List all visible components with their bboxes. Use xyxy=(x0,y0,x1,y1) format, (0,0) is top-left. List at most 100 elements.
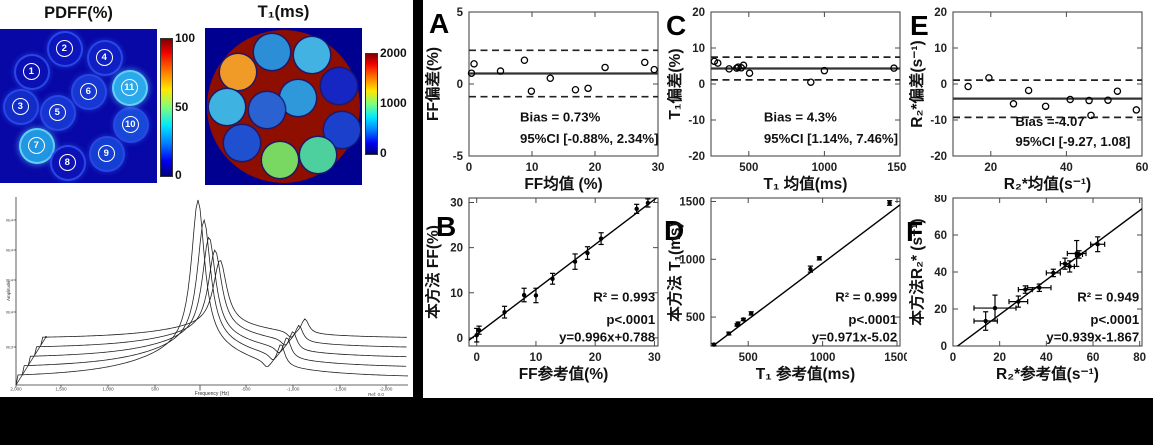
data-point xyxy=(745,69,754,77)
phantom-vial xyxy=(224,125,260,161)
phantom-and-spectra-panel: PDFF(%) T₁(ms) 1 2 3 4 5 6 7 8 9 10 11 2,000 1,500 1… xyxy=(0,0,413,397)
y-axis-label: 本方法R₂* (s⁻¹) xyxy=(909,218,926,325)
data-point xyxy=(645,200,651,206)
colorbar-tick-label: 100 xyxy=(175,31,196,45)
plot-box xyxy=(468,197,659,347)
t1-map-title: T₁(ms) xyxy=(257,3,310,21)
y-tick-label: 0 xyxy=(941,341,947,353)
spectra-x-tick-label: 500 xyxy=(151,387,159,392)
pdff-map-title: PDFF(%) xyxy=(44,4,113,22)
vial-number-label: 1 xyxy=(22,62,41,81)
data-point xyxy=(890,64,898,72)
x-tick-label: 20 xyxy=(984,162,997,174)
x-tick-label: 10 xyxy=(530,352,543,364)
panel-letter-c: C xyxy=(666,10,687,41)
data-point xyxy=(807,78,815,86)
data-point xyxy=(1095,242,1100,247)
y-axis-label: R₂*偏差(s⁻¹) xyxy=(909,40,926,127)
data-point xyxy=(1132,106,1141,114)
colorbar-tick-label: 1000 xyxy=(380,96,407,110)
regression-t1-chart: 500 1000 1500 500 1000 1500 T₁ 参考值(ms) 本方法 T₁(m… xyxy=(667,196,907,383)
pdff-colorbar xyxy=(160,38,173,177)
x-tick-label: 80 xyxy=(1133,352,1146,364)
x-tick-label: 0 xyxy=(473,352,479,364)
stats-annotation: p<.0001 xyxy=(848,312,897,327)
x-axis-label: FF均值 (%) xyxy=(524,174,602,193)
vial-number-label: 7 xyxy=(27,136,46,155)
data-point xyxy=(584,84,592,93)
panel-letter-f: F xyxy=(906,216,924,247)
spectra-x-axis-label: Frequency (Hz) xyxy=(195,391,230,397)
vial-number-label: 6 xyxy=(79,82,98,101)
regression-ff-chart: 0 10 20 30 0 10 20 30 FF参考值(%) 本方法 FF(%) R² = 0.99… xyxy=(425,197,661,383)
data-point xyxy=(964,82,972,91)
y-tick-label: 10 xyxy=(692,43,705,55)
x-tick-label: 40 xyxy=(1040,352,1053,364)
vial-number-label: 4 xyxy=(95,48,114,67)
data-point xyxy=(550,276,555,281)
data-point xyxy=(887,200,892,206)
data-point xyxy=(1037,285,1042,290)
data-point xyxy=(520,56,529,64)
spectra-x-tick-label: -1,000 xyxy=(287,387,300,392)
analysis-charts-panel: A C E B D F 0 10 20 30 -5 0 5 FF均值 (%) FF偏差(%) Bi… xyxy=(423,0,1153,398)
data-point xyxy=(711,342,717,347)
x-tick-label: 20 xyxy=(589,352,602,364)
x-tick-label: 1000 xyxy=(812,162,838,174)
stats-annotation: y=0.939x-1.867 xyxy=(1046,330,1139,345)
data-point xyxy=(641,58,649,67)
x-tick-label: 1500 xyxy=(884,352,907,364)
data-point xyxy=(735,321,741,326)
t1-phantom-image xyxy=(205,28,362,185)
data-point xyxy=(527,87,536,95)
y-tick-label: 20 xyxy=(934,7,947,19)
y-axis-label: FF偏差(%) xyxy=(425,47,442,121)
x-tick-label: 60 xyxy=(1087,352,1100,364)
x-tick-label: 60 xyxy=(1136,162,1149,174)
data-point xyxy=(571,86,580,94)
panel-letter-b: B xyxy=(436,211,457,242)
data-point xyxy=(474,332,479,338)
spectra-y-axis-label: Amplitude xyxy=(6,281,11,302)
x-axis-label: R₂*参考值(s⁻¹) xyxy=(996,364,1099,383)
y-tick-label: 0 xyxy=(457,333,463,345)
x-tick-label: 0 xyxy=(466,162,472,174)
y-tick-label: 1000 xyxy=(679,254,705,266)
data-point xyxy=(714,59,722,67)
data-point xyxy=(1041,102,1050,111)
data-point xyxy=(470,60,478,68)
fit-line xyxy=(469,198,658,341)
data-point xyxy=(502,309,507,315)
vial-number-label: 9 xyxy=(97,144,116,163)
data-point xyxy=(634,206,639,212)
stats-annotation: Bias =-4.07 xyxy=(1015,114,1084,129)
fit-line xyxy=(956,208,1142,346)
stats-annotation: R² = 0.993 xyxy=(593,290,655,305)
panel-letter-e: E xyxy=(910,10,929,41)
y-tick-label: 20 xyxy=(692,7,705,19)
spectra-x-tick-label: -1,500 xyxy=(334,387,347,392)
vial-number-label: 2 xyxy=(55,39,74,58)
y-tick-label: 0 xyxy=(699,79,705,91)
data-point xyxy=(1067,264,1072,269)
y-axis-label: 本方法 T₁(ms) xyxy=(667,222,684,321)
y-tick-label: 20 xyxy=(934,304,947,316)
vial-number-label: 3 xyxy=(11,97,30,116)
x-tick-label: 40 xyxy=(1060,162,1073,174)
stats-annotation: y=0.996x+0.788 xyxy=(559,330,655,345)
spectra-x-tick-label: 2,000 xyxy=(10,387,22,392)
data-point xyxy=(1024,86,1033,95)
phantom-vial xyxy=(209,89,245,125)
y-tick-label: 500 xyxy=(686,312,705,324)
vial-number-label: 5 xyxy=(48,103,67,122)
spectra-y-tick-label: 1.0E3 xyxy=(6,345,14,350)
data-point xyxy=(601,63,609,72)
spectrum-trace xyxy=(40,260,407,346)
stats-annotation: 95%CI [-0.88%, 2.34%] xyxy=(520,131,659,146)
x-tick-label: 0 xyxy=(950,352,956,364)
spectra-x-tick-label: -2,000 xyxy=(380,387,393,392)
y-axis-label: T₁偏差(%) xyxy=(667,49,684,120)
vial-number-label: 11 xyxy=(120,78,139,97)
data-point xyxy=(748,311,754,316)
x-axis-label: T₁ 参考值(ms) xyxy=(756,364,855,383)
